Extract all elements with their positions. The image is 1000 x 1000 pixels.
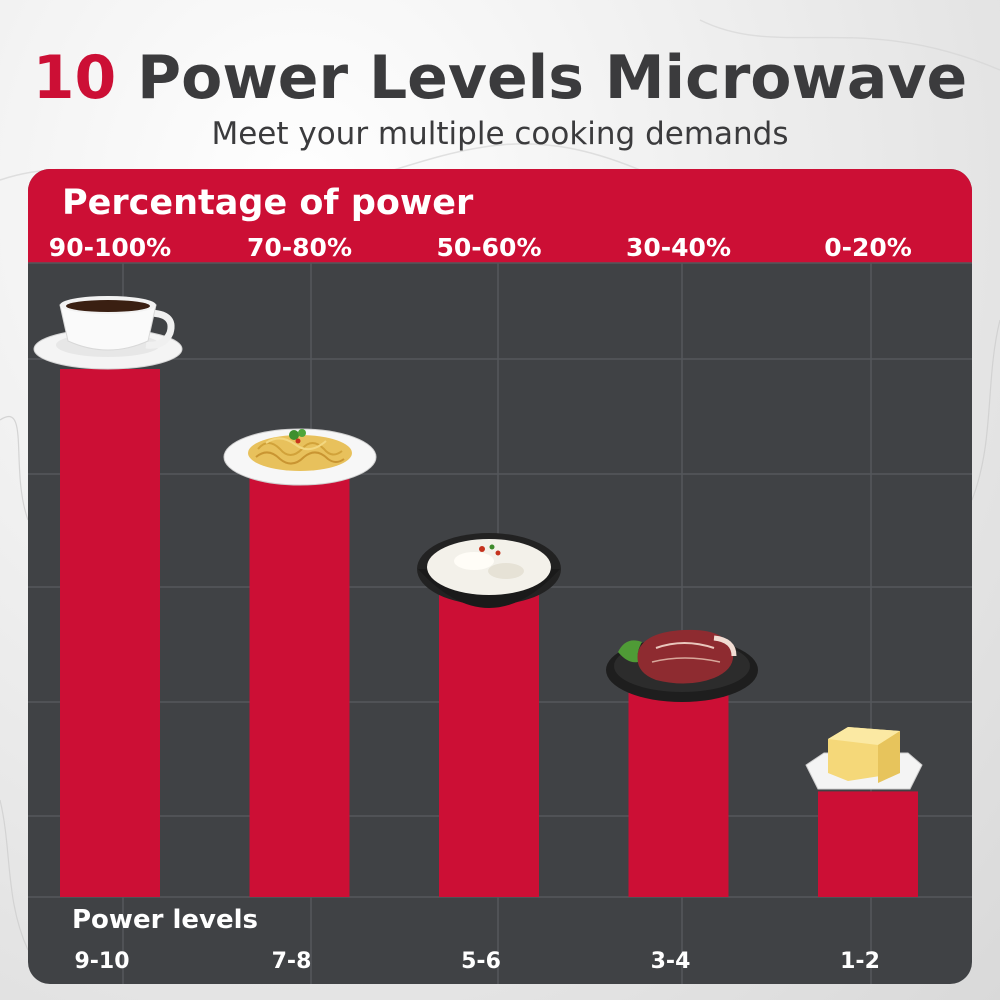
category-label: 7-8 xyxy=(272,949,312,974)
coffee-cup-icon xyxy=(33,296,183,370)
chart-panel: Percentage of power 90-100% 9-10 70-80% 7-8… xyxy=(28,169,972,984)
value-label: 50-60% xyxy=(436,233,541,262)
bar-7-8 xyxy=(249,474,350,897)
category-label: 3-4 xyxy=(651,949,691,974)
x-axis-title: Power levels xyxy=(72,905,258,935)
rice-bowl-icon xyxy=(417,533,561,608)
category-label: 5-6 xyxy=(461,949,501,974)
chart-title: Percentage of power xyxy=(62,183,474,223)
value-label: 70-80% xyxy=(247,233,352,262)
title-accent: 10 xyxy=(32,43,117,113)
steak-plate-icon xyxy=(606,629,758,702)
value-label: 30-40% xyxy=(626,233,731,262)
bar-chart: 90-100% 9-10 70-80% 7-8 50-60% 5-6 30-40% 3-4 0-… xyxy=(28,233,972,984)
bar-1-2 xyxy=(818,791,918,897)
bar-9-10 xyxy=(60,369,160,897)
spaghetti-plate-icon xyxy=(223,428,377,486)
butter-dish-icon xyxy=(805,727,923,790)
bar-5-6 xyxy=(439,580,539,897)
page-title: 10 Power Levels Microwave xyxy=(0,42,1000,114)
title-text: Power Levels Microwave xyxy=(116,43,968,113)
bar-3-4 xyxy=(628,685,729,897)
category-label: 1-2 xyxy=(840,949,880,974)
chart-header-band xyxy=(28,169,972,263)
value-label: 0-20% xyxy=(824,233,912,262)
page-subtitle: Meet your multiple cooking demands xyxy=(211,116,789,152)
value-label: 90-100% xyxy=(49,233,171,262)
category-label: 9-10 xyxy=(74,949,129,974)
